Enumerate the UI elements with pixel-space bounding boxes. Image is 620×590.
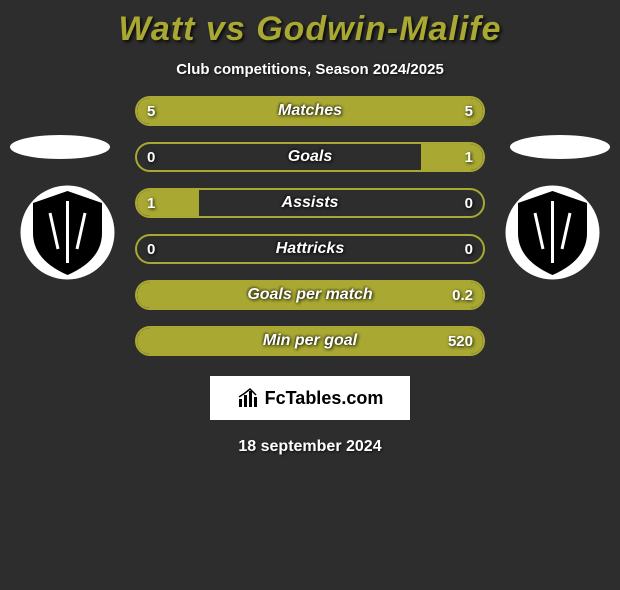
stat-value-right: 0 (465, 190, 473, 216)
stat-row: Hattricks0 0 (135, 234, 485, 264)
page-title: Watt vs Godwin-Malife (0, 10, 620, 49)
stat-value-right: 1 (465, 144, 473, 170)
stat-value-right: 0.2 (452, 282, 473, 308)
stat-label: Hattricks (137, 236, 483, 262)
stat-label: Goals per match (137, 282, 483, 308)
stats-container: Matches55Goals01Assists10Hattricks00Goal… (0, 96, 620, 356)
stat-value-left: 5 (147, 98, 155, 124)
stat-row: Assists1 0 (135, 188, 485, 218)
stat-row: Matches5 5 (135, 96, 485, 126)
date-text: 18 september 2024 (0, 438, 620, 456)
stat-label: Assists (137, 190, 483, 216)
subtitle: Club competitions, Season 2024/2025 (0, 61, 620, 78)
stat-value-left: 1 (147, 190, 155, 216)
stat-value-right: 0 (465, 236, 473, 262)
stat-value-left: 0 (147, 144, 155, 170)
chart-icon (237, 387, 259, 409)
footer-brand-text: FcTables.com (265, 388, 384, 409)
stat-value-right: 5 (465, 98, 473, 124)
stat-label: Goals (137, 144, 483, 170)
footer-brand: FcTables.com (210, 376, 410, 420)
stat-value-left: 0 (147, 236, 155, 262)
stat-row: Goals0 1 (135, 142, 485, 172)
stat-label: Min per goal (137, 328, 483, 354)
stat-value-right: 520 (448, 328, 473, 354)
stat-row: Min per goal520 (135, 326, 485, 356)
stat-label: Matches (137, 98, 483, 124)
stat-row: Goals per match0.2 (135, 280, 485, 310)
stats-bars: Matches55Goals01Assists10Hattricks00Goal… (135, 96, 485, 356)
